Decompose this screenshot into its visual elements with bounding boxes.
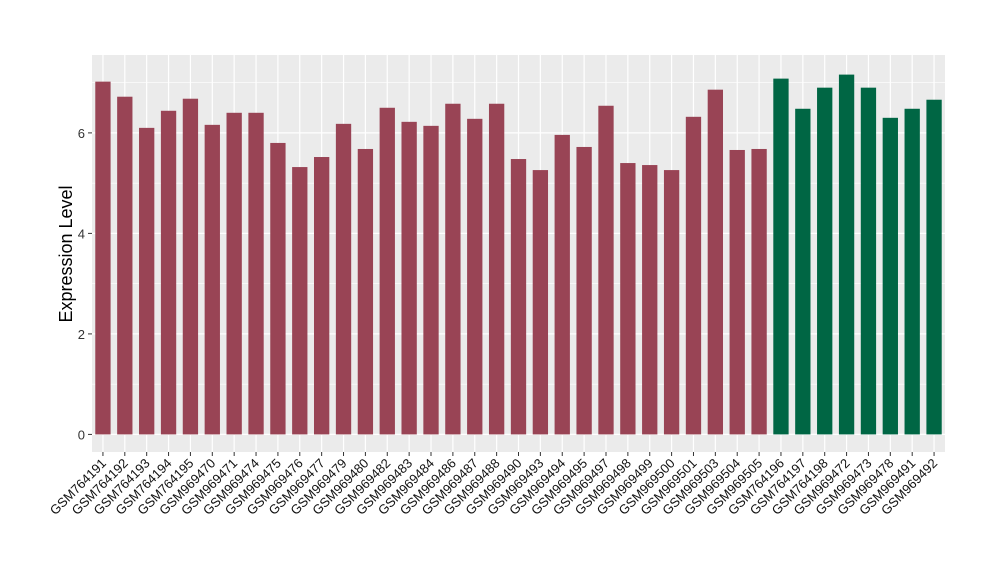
bar bbox=[532, 170, 549, 435]
bar bbox=[445, 103, 461, 435]
bar bbox=[313, 157, 330, 435]
bar bbox=[423, 125, 439, 435]
bar bbox=[751, 148, 767, 435]
bar bbox=[882, 117, 898, 435]
bar bbox=[860, 87, 877, 435]
bar bbox=[817, 87, 833, 435]
bar bbox=[335, 123, 352, 435]
bar bbox=[379, 107, 395, 435]
bar bbox=[642, 165, 658, 435]
bar bbox=[576, 146, 592, 435]
bar bbox=[292, 167, 308, 435]
bar bbox=[182, 98, 199, 435]
bar bbox=[488, 103, 505, 435]
bar bbox=[685, 116, 702, 435]
bar bbox=[729, 149, 745, 435]
y-tick-label: 6 bbox=[78, 126, 85, 141]
bar bbox=[160, 110, 177, 435]
y-tick-label: 0 bbox=[78, 427, 85, 442]
bar bbox=[707, 89, 724, 435]
y-tick-label: 2 bbox=[78, 327, 85, 342]
bar bbox=[510, 159, 527, 435]
bar bbox=[467, 118, 483, 435]
bar bbox=[401, 121, 417, 435]
bar bbox=[95, 81, 111, 435]
bar bbox=[773, 78, 789, 435]
bar bbox=[357, 148, 374, 435]
bar bbox=[270, 142, 286, 435]
bar bbox=[204, 124, 220, 435]
bar bbox=[554, 134, 570, 435]
bar bbox=[226, 112, 242, 435]
bar bbox=[904, 108, 920, 435]
bar bbox=[117, 96, 133, 435]
bar bbox=[139, 127, 155, 435]
bar bbox=[598, 105, 614, 435]
bar bbox=[620, 163, 636, 435]
bar bbox=[795, 108, 811, 435]
bar bbox=[838, 74, 855, 435]
y-tick-label: 4 bbox=[78, 226, 85, 241]
y-axis-label: Expression Level bbox=[56, 185, 76, 322]
bar bbox=[248, 112, 264, 435]
bar bbox=[926, 99, 942, 435]
bar bbox=[663, 170, 680, 435]
